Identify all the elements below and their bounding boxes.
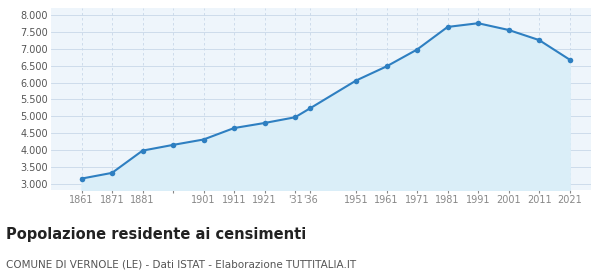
Point	[168, 143, 178, 147]
Point	[504, 28, 514, 32]
Point	[305, 106, 315, 110]
Point	[107, 171, 117, 175]
Point	[382, 64, 391, 69]
Point	[138, 148, 148, 153]
Point	[565, 57, 574, 62]
Point	[199, 137, 208, 142]
Text: Popolazione residente ai censimenti: Popolazione residente ai censimenti	[6, 227, 306, 242]
Point	[535, 38, 544, 42]
Point	[412, 47, 422, 52]
Point	[290, 115, 300, 120]
Point	[443, 25, 452, 29]
Point	[77, 176, 86, 181]
Text: COMUNE DI VERNOLE (LE) - Dati ISTAT - Elaborazione TUTTITALIA.IT: COMUNE DI VERNOLE (LE) - Dati ISTAT - El…	[6, 259, 356, 269]
Point	[260, 121, 269, 125]
Point	[351, 78, 361, 83]
Point	[229, 126, 239, 130]
Point	[473, 21, 483, 25]
